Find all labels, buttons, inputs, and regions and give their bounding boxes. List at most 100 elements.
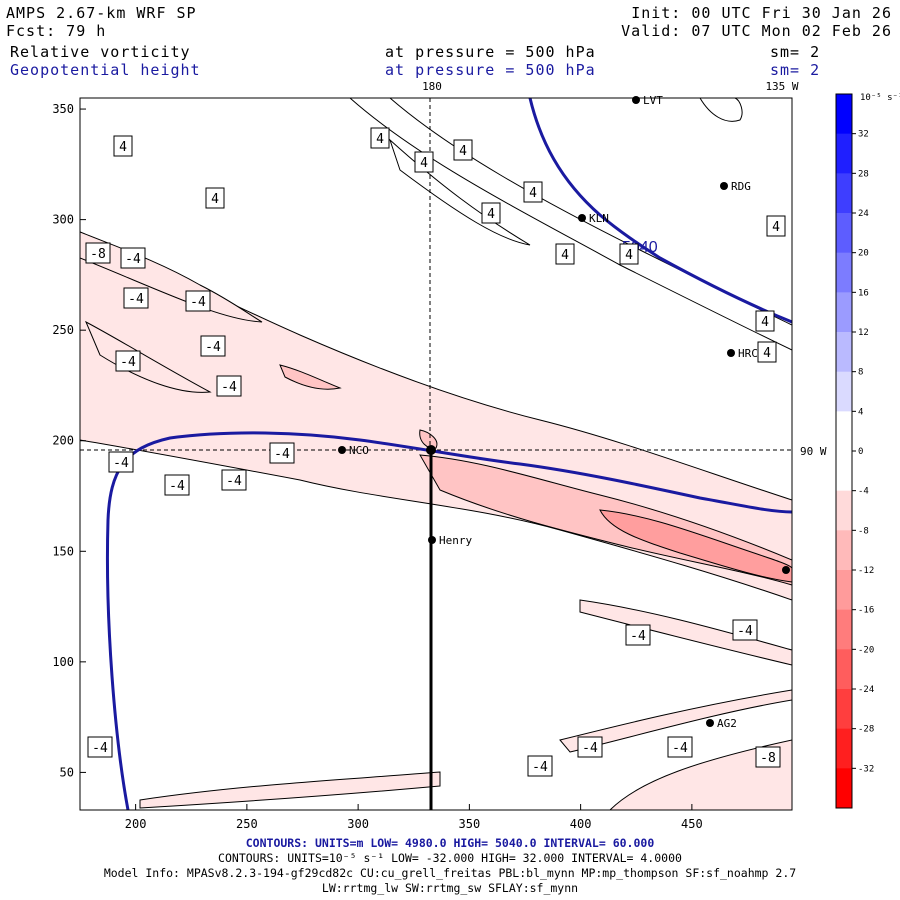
vort-label-negative-box xyxy=(120,247,146,269)
neg-vort-bottom-right xyxy=(609,739,792,810)
vort-label-positive: 4 xyxy=(772,220,780,235)
station-marker xyxy=(428,536,436,544)
station-label: LVT xyxy=(643,94,663,107)
vort-label-positive-box xyxy=(414,151,434,173)
vort-label-negative: -4 xyxy=(226,474,242,489)
y-tick-label: 100 xyxy=(52,655,74,669)
colorbar-segment xyxy=(836,133,852,174)
station-label: Henry xyxy=(439,534,472,547)
x-tick-label: 300 xyxy=(347,817,369,831)
field2-pressure: at pressure = 500 hPa xyxy=(385,61,596,79)
colorbar-tick-label: -16 xyxy=(858,606,874,616)
station-label: KLN xyxy=(589,212,609,225)
vort-label-positive-box xyxy=(113,135,133,157)
vort-label-positive: 4 xyxy=(211,192,219,207)
station-label: NCO xyxy=(349,444,369,457)
colorbar-segment xyxy=(836,649,852,690)
field1-name: Relative vorticity xyxy=(10,43,191,61)
colorbar-tick-label: 12 xyxy=(858,328,869,338)
lon-label-90w: 90 W xyxy=(800,445,827,458)
vort-label-negative: -4 xyxy=(205,340,221,355)
vort-label-positive-box xyxy=(370,127,390,149)
x-tick-label: 450 xyxy=(681,817,703,831)
colorbar-segment xyxy=(836,570,852,611)
vort-label-negative-box xyxy=(200,335,226,357)
lon-label-180: 180 xyxy=(422,80,442,93)
colorbar-tick-label: -24 xyxy=(858,685,874,695)
vort-label-negative: -8 xyxy=(90,247,106,262)
pos-contour-c xyxy=(388,138,531,246)
station-marker xyxy=(338,446,346,454)
pos-contour-d xyxy=(699,98,743,122)
vort-label-negative-box xyxy=(85,242,111,264)
x-tick-label: 250 xyxy=(236,817,258,831)
vort-label-positive: 4 xyxy=(625,248,633,263)
model-info: Model Info: MPASv8.2.3-194-gf29cd82c CU:… xyxy=(103,866,797,880)
height-contour-5040 xyxy=(528,98,792,324)
vort-label-positive-box xyxy=(205,187,225,209)
vort-label-positive-box xyxy=(755,310,775,332)
vort-label-negative: -4 xyxy=(120,355,136,370)
vort-label-positive: 4 xyxy=(761,315,769,330)
vort-label-negative: -4 xyxy=(92,741,108,756)
colorbar-segment xyxy=(836,332,852,373)
colorbar-segment xyxy=(836,451,852,492)
field1-pressure: at pressure = 500 hPa xyxy=(385,43,596,61)
vort-label-positive-box xyxy=(523,181,543,203)
vort-label-negative: -4 xyxy=(128,292,144,307)
lon-label-135w: 135 W xyxy=(765,80,798,93)
colorbar-segment xyxy=(836,728,852,769)
colorbar-segment xyxy=(836,490,852,531)
vort-label-negative-box xyxy=(755,746,781,768)
colorbar-segment xyxy=(836,411,852,452)
y-tick-label: 350 xyxy=(52,102,74,116)
neg-vort-lower-band xyxy=(579,599,792,666)
colorbar-segment xyxy=(836,530,852,571)
y-tick-label: 200 xyxy=(52,434,74,448)
forecast-hour: Fcst: 79 h xyxy=(6,22,107,40)
vorticity-contour-legend: CONTOURS: UNITS=10⁻⁵ s⁻¹ LOW= -32.000 HI… xyxy=(218,851,682,865)
field2-smoothing: sm= 2 xyxy=(770,61,821,79)
vort-label-negative-box xyxy=(216,375,242,397)
colorbar-segment xyxy=(836,94,852,135)
neg-vort-blob2 xyxy=(419,429,438,449)
vort-label-negative: -4 xyxy=(532,760,548,775)
vort-label-negative-box xyxy=(625,624,651,646)
colorbar-segment xyxy=(836,609,852,650)
station-marker xyxy=(706,719,714,727)
colorbar-tick-label: 32 xyxy=(858,130,869,140)
cross-point xyxy=(426,445,436,455)
station-label: AG2 xyxy=(717,717,737,730)
vort-label-positive: 4 xyxy=(119,140,127,155)
vort-label-positive-box xyxy=(481,202,501,224)
colorbar-tick-label: 16 xyxy=(858,288,869,298)
colorbar-tick-label: 20 xyxy=(858,249,869,259)
colorbar-tick-label: 8 xyxy=(858,368,863,378)
station-marker xyxy=(727,349,735,357)
colorbar-segment xyxy=(836,292,852,333)
vort-label-positive: 4 xyxy=(529,186,537,201)
vort-label-negative-box xyxy=(732,619,758,641)
neg-vort-blob xyxy=(279,364,342,390)
vort-label-positive-box xyxy=(757,341,777,363)
y-tick-label: 250 xyxy=(52,323,74,337)
model-info-2: LW:rrtmg_lw SW:rrtmg_sw SFLAY:sf_mynn xyxy=(321,881,579,895)
neg-vort-bottom-strip xyxy=(139,771,441,809)
vort-label-negative: -4 xyxy=(113,456,129,471)
colorbar-tick-label: 4 xyxy=(858,407,863,417)
height-contour-legend: CONTOURS: UNITS=m LOW= 4980.0 HIGH= 5040… xyxy=(245,836,655,850)
vort-label-positive: 4 xyxy=(376,132,384,147)
vort-label-negative-box xyxy=(667,736,693,758)
colorbar-segment xyxy=(836,173,852,214)
colorbar-tick-label: -12 xyxy=(858,566,874,576)
vort-label-positive: 4 xyxy=(763,346,771,361)
station-marker xyxy=(632,96,640,104)
y-tick-label: 150 xyxy=(52,544,74,558)
vort-label-negative: -4 xyxy=(169,479,185,494)
vort-label-negative-box xyxy=(221,469,247,491)
colorbar-tick-label: -20 xyxy=(858,645,874,655)
colorbar-tick-label: 24 xyxy=(858,209,869,219)
colorbar-tick-label: 0 xyxy=(858,447,863,457)
x-tick-label: 200 xyxy=(125,817,147,831)
height-contour-main xyxy=(105,431,792,810)
